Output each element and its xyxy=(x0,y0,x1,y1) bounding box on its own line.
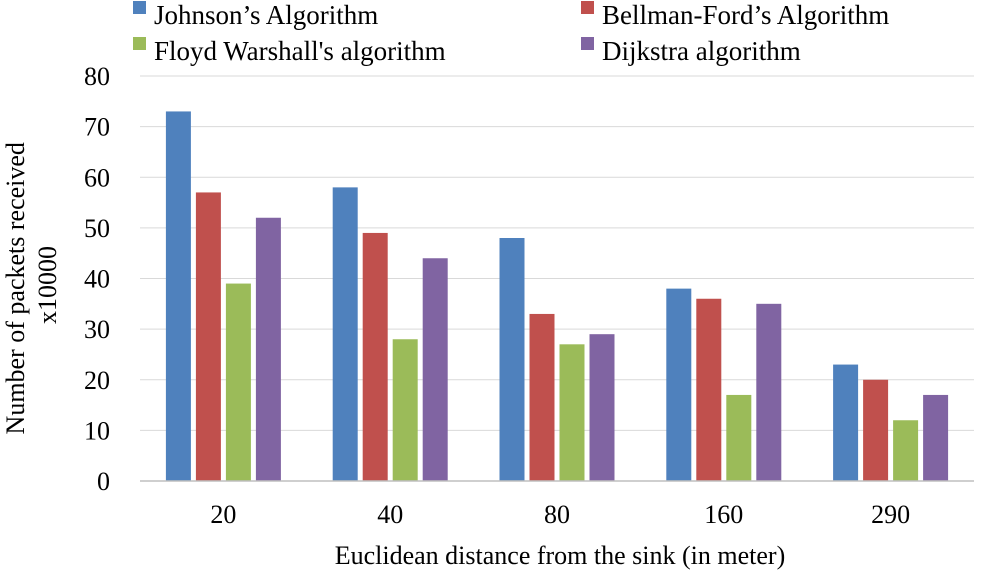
bar-bellman-ford-s-algorithm-80 xyxy=(529,313,555,481)
bars xyxy=(165,111,949,481)
legend: Johnson’s Algorithm Bellman-Ford’s Algori… xyxy=(133,0,889,66)
bar-johnson-s-algorithm-20 xyxy=(165,111,191,481)
y-tick-label-60: 60 xyxy=(84,163,110,192)
bar-bellman-ford-s-algorithm-290 xyxy=(863,379,889,481)
bar-floyd-warshall-s-algorithm-80 xyxy=(559,344,585,481)
x-axis-label: Euclidean distance from the sink (in met… xyxy=(335,541,786,570)
y-tick-label-80: 80 xyxy=(84,62,110,91)
y-tick-label-0: 0 xyxy=(97,467,110,496)
y-tick-label-30: 30 xyxy=(84,315,110,344)
x-tick-label-40: 40 xyxy=(377,500,403,529)
x-tick-label-160: 160 xyxy=(704,500,743,529)
x-tick-label-290: 290 xyxy=(871,500,910,529)
legend-swatch-johnson-s-algorithm xyxy=(133,1,146,14)
bar-floyd-warshall-s-algorithm-160 xyxy=(726,394,752,481)
bar-dijkstra-algorithm-290 xyxy=(923,394,949,481)
bar-dijkstra-algorithm-160 xyxy=(756,303,782,481)
bar-johnson-s-algorithm-160 xyxy=(666,288,692,481)
y-tick-label-40: 40 xyxy=(84,265,110,294)
y-tick-label-50: 50 xyxy=(84,214,110,243)
legend-swatch-dijkstra-algorithm xyxy=(581,37,594,50)
legend-label-bellman-ford-s-algorithm: Bellman-Ford’s Algorithm xyxy=(602,0,889,30)
legend-swatch-bellman-ford-s-algorithm xyxy=(581,1,594,14)
x-axis-ticks: 20 40 80 160 290 xyxy=(210,500,910,529)
bar-floyd-warshall-s-algorithm-40 xyxy=(392,339,418,481)
bar-dijkstra-algorithm-20 xyxy=(255,217,281,481)
y-axis-label: Number of packets received x10000 xyxy=(1,136,62,435)
y-tick-label-10: 10 xyxy=(84,416,110,445)
bar-floyd-warshall-s-algorithm-290 xyxy=(893,420,919,481)
legend-swatch-floyd-warshall-s-algorithm xyxy=(133,37,146,50)
x-tick-label-20: 20 xyxy=(210,500,236,529)
legend-label-floyd-warshall-s-algorithm: Floyd Warshall's algorithm xyxy=(154,36,446,66)
bar-bellman-ford-s-algorithm-20 xyxy=(195,192,221,481)
y-axis-label-line-1: Number of packets received xyxy=(1,142,30,434)
legend-label-dijkstra-algorithm: Dijkstra algorithm xyxy=(602,36,801,66)
y-tick-label-20: 20 xyxy=(84,366,110,395)
y-axis-ticks: 0 10 20 30 40 50 60 70 80 xyxy=(84,62,110,496)
bar-bellman-ford-s-algorithm-160 xyxy=(696,298,722,481)
bar-floyd-warshall-s-algorithm-20 xyxy=(225,283,251,481)
y-tick-label-70: 70 xyxy=(84,113,110,142)
x-tick-label-80: 80 xyxy=(544,500,570,529)
bar-dijkstra-algorithm-80 xyxy=(589,334,615,481)
bar-bellman-ford-s-algorithm-40 xyxy=(362,232,388,481)
y-axis-label-line-2: x10000 xyxy=(33,246,62,324)
bar-johnson-s-algorithm-40 xyxy=(332,187,358,481)
legend-label-johnson-s-algorithm: Johnson’s Algorithm xyxy=(154,0,378,30)
bar-johnson-s-algorithm-290 xyxy=(833,364,859,481)
bar-johnson-s-algorithm-80 xyxy=(499,238,525,481)
bar-dijkstra-algorithm-40 xyxy=(422,258,448,481)
